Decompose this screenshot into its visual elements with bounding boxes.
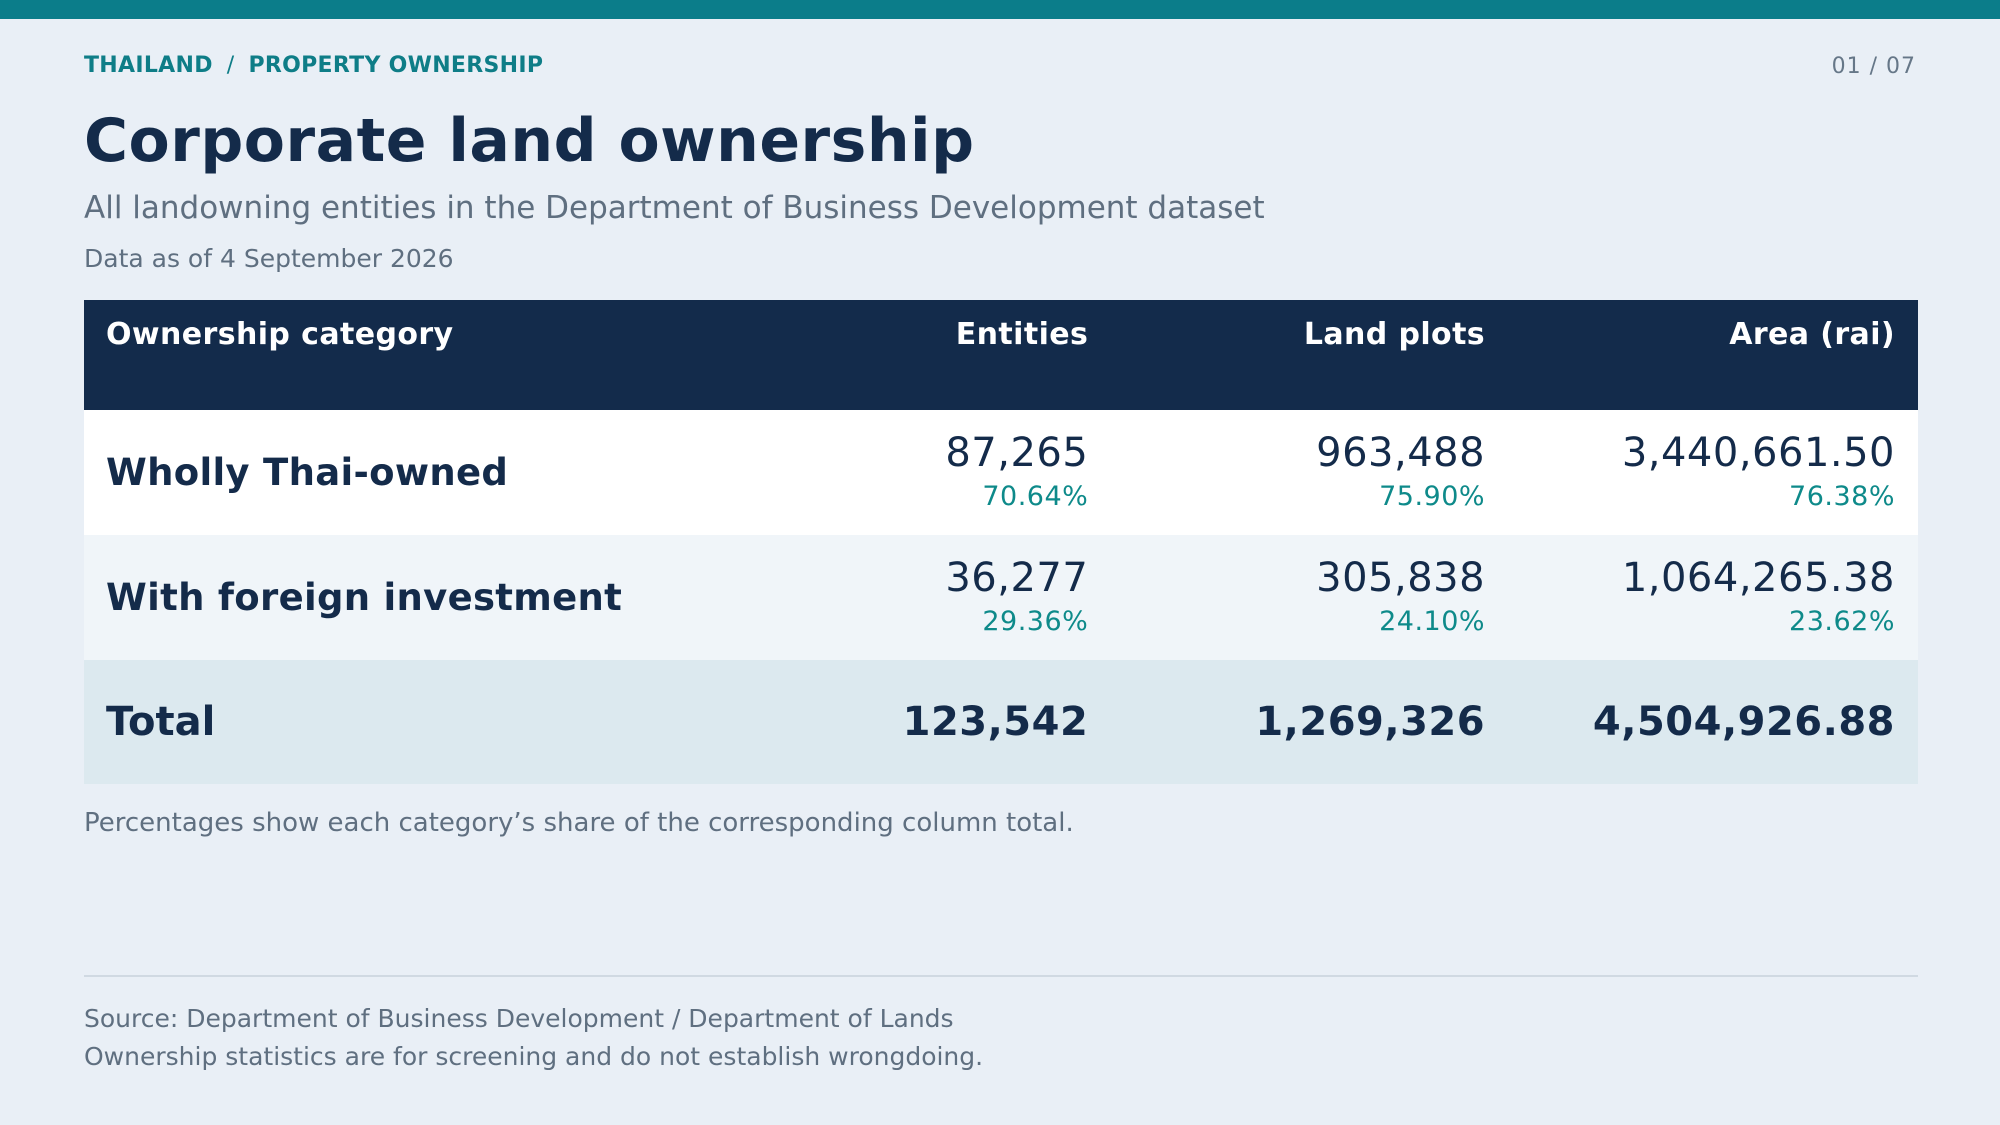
total-entities: 123,542	[902, 699, 1089, 745]
total-area: 4,504,926.88	[1592, 699, 1895, 745]
row-category: Wholly Thai-owned	[106, 451, 509, 494]
table-header-row: Ownership category Entities Land plots A…	[84, 300, 1918, 410]
page-number: 01 / 07	[1831, 54, 1916, 79]
table-footnote: Percentages show each category’s share o…	[84, 808, 1074, 838]
table-row: Wholly Thai-owned 87,265 70.64% 963,488 …	[84, 410, 1918, 535]
top-accent-bar	[0, 0, 2000, 19]
total-label: Total	[106, 699, 216, 745]
plots-share: 75.90%	[1379, 480, 1486, 512]
breadcrumb-section[interactable]: PROPERTY OWNERSHIP	[248, 53, 544, 78]
page-subtitle: All landowning entities in the Departmen…	[84, 190, 1265, 226]
entities-value: 87,265	[945, 429, 1089, 476]
header-entities: Entities	[955, 317, 1089, 352]
entities-cell: 36,277 29.36%	[684, 556, 1088, 640]
plots-cell: 305,838 24.10%	[1088, 556, 1485, 640]
ownership-table: Ownership category Entities Land plots A…	[84, 300, 1918, 784]
table-total-row: Total 123,542 1,269,326 4,504,926.88	[84, 660, 1918, 784]
entities-share: 70.64%	[982, 480, 1089, 512]
plots-value: 305,838	[1316, 554, 1486, 601]
area-cell: 1,064,265.38 23.62%	[1485, 556, 1918, 640]
data-date: Data as of 4 September 2026	[84, 244, 454, 273]
table-row: With foreign investment 36,277 29.36% 30…	[84, 535, 1918, 660]
header-category: Ownership category	[106, 317, 454, 352]
page-title: Corporate land ownership	[84, 106, 975, 176]
source-note: Source: Department of Business Developme…	[84, 1000, 983, 1076]
disclaimer-line: Ownership statistics are for screening a…	[84, 1042, 984, 1071]
breadcrumb-separator: /	[226, 53, 235, 78]
plots-value: 963,488	[1316, 429, 1486, 476]
entities-cell: 87,265 70.64%	[684, 431, 1088, 515]
entities-share: 29.36%	[982, 605, 1089, 637]
breadcrumb-country[interactable]: THAILAND	[84, 53, 213, 78]
footer-divider	[84, 975, 1918, 977]
header-area: Area (rai)	[1729, 317, 1895, 352]
entities-value: 36,277	[945, 554, 1089, 601]
area-share: 23.62%	[1789, 605, 1895, 637]
area-value: 1,064,265.38	[1621, 554, 1895, 601]
plots-share: 24.10%	[1379, 605, 1486, 637]
area-value: 3,440,661.50	[1621, 429, 1895, 476]
source-line: Source: Department of Business Developme…	[84, 1004, 954, 1033]
plots-cell: 963,488 75.90%	[1088, 431, 1485, 515]
header-land-plots: Land plots	[1303, 317, 1486, 352]
breadcrumb: THAILAND / PROPERTY OWNERSHIP	[84, 53, 543, 78]
row-category: With foreign investment	[106, 576, 623, 619]
area-share: 76.38%	[1789, 480, 1895, 512]
area-cell: 3,440,661.50 76.38%	[1485, 431, 1918, 515]
total-plots: 1,269,326	[1255, 699, 1486, 745]
